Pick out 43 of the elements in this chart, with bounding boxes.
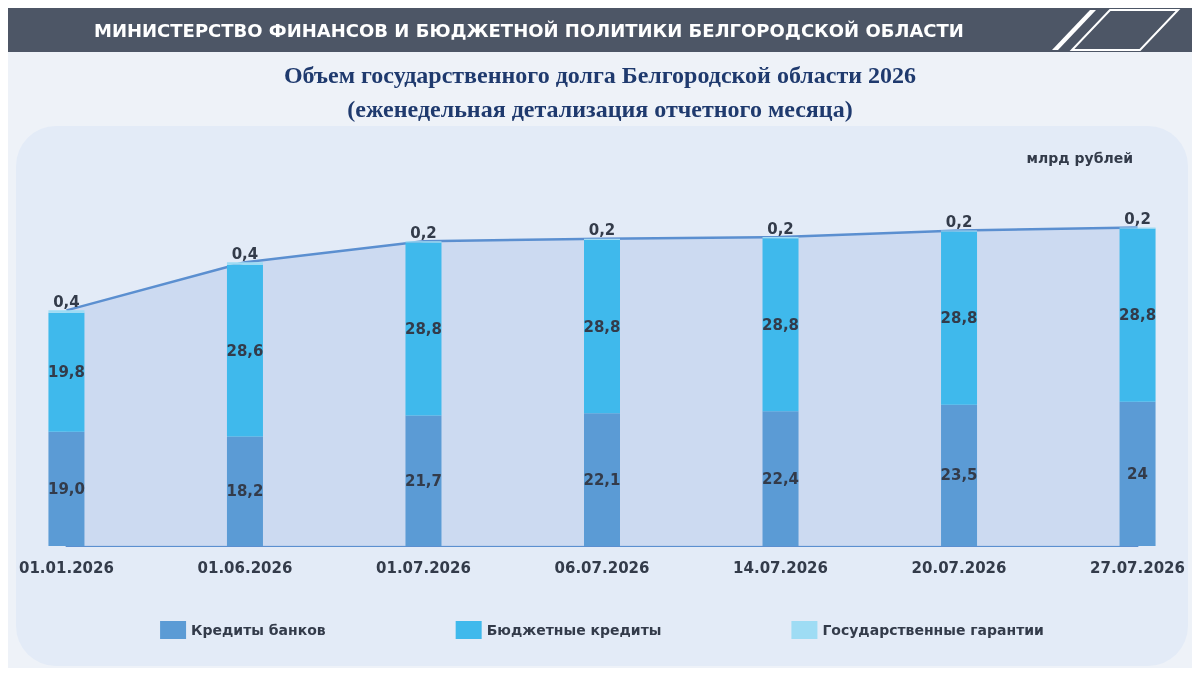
x-tick-label: 01.07.2026 <box>376 558 471 577</box>
data-label: 28,8 <box>583 317 621 336</box>
data-label: 0,2 <box>410 223 437 242</box>
data-label: 0,2 <box>767 219 794 238</box>
bar <box>941 231 978 405</box>
data-label: 0,4 <box>231 244 259 263</box>
data-label: 0,2 <box>1124 209 1151 228</box>
x-tick-label: 20.07.2026 <box>911 558 1007 577</box>
legend-label: Бюджетные кредиты <box>486 622 662 638</box>
text: Объем государственного долга Белгородской области 2026 (еженедельная детализация отчетного месяца) <box>282 61 918 124</box>
annotation: МИНИСТЕРСТВО ФИНАНСОВ И БЮДЖЕТНОЙ ПОЛИТИКИ БЕЛГОРОДСКОЙ ОБЛАСТИ <box>94 19 964 41</box>
data-label: 28,8 <box>1119 306 1157 325</box>
data-label: 0,4 <box>53 292 80 311</box>
data-label: 24 <box>1127 464 1148 483</box>
data-label: 22,1 <box>583 470 621 489</box>
data-label: 18,2 <box>226 482 264 501</box>
x-tick-label: 06.07.2026 <box>554 558 650 577</box>
data-label: 0,2 <box>945 212 973 231</box>
bar <box>584 240 620 414</box>
data-label: 28,8 <box>940 309 978 328</box>
data-label: 0,2 <box>588 221 616 240</box>
annotation: млрд рублей <box>1026 150 1134 166</box>
data-label: 21,7 <box>404 471 442 490</box>
bar <box>405 242 442 416</box>
legend-label: Кредиты банков <box>191 622 326 638</box>
bar <box>48 312 85 432</box>
x-tick-label: 27.07.2026 <box>1090 558 1186 577</box>
legend-label: Государственные гарантии <box>822 622 1044 638</box>
data-label: 28,8 <box>404 320 442 338</box>
bar <box>226 262 263 265</box>
x-tick-label: 01.06.2026 <box>197 558 293 577</box>
x-tick-label: 14.07.2026 <box>733 558 828 577</box>
bar <box>48 310 85 313</box>
bar <box>762 238 799 412</box>
data-label: 22,4 <box>762 469 800 488</box>
data-label: 19,0 <box>47 479 85 498</box>
data-label: 19,8 <box>47 363 85 382</box>
data-label: 23,5 <box>940 466 978 485</box>
bar <box>226 264 263 437</box>
data-label: 28,6 <box>226 341 264 360</box>
x-tick-label: 01.01.2026 <box>18 558 114 577</box>
bar <box>1119 228 1156 402</box>
data-label: 28,8 <box>762 315 800 334</box>
